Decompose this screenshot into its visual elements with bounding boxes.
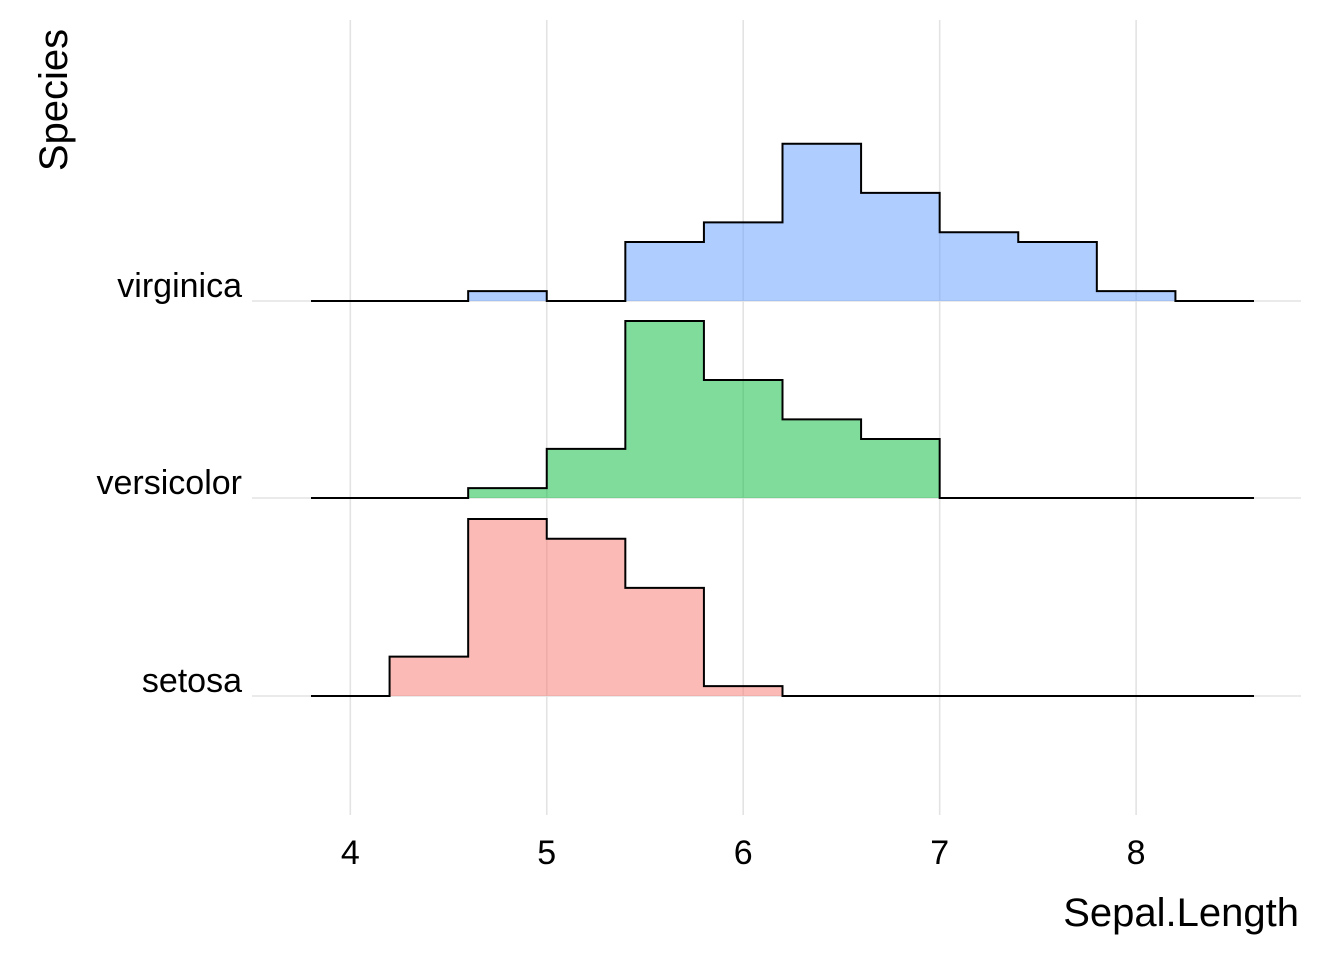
y-axis-tick-labels: setosa versicolor virginica	[97, 267, 243, 700]
ridge-outline-virginica	[311, 142, 1254, 302]
x-tick-label-8: 8	[1127, 834, 1146, 872]
x-tick-label-7: 7	[930, 834, 949, 872]
ridge-outline-versicolor	[311, 320, 1254, 499]
ridge-setosa	[311, 518, 1254, 697]
y-tick-label-virginica: virginica	[117, 267, 242, 305]
ridge-fill-setosa	[311, 519, 1254, 696]
x-tick-label-4: 4	[341, 834, 360, 872]
x-axis-tick-labels: 4 5 6 7 8	[341, 834, 1146, 872]
ridge-versicolor	[311, 320, 1254, 499]
x-tick-label-5: 5	[537, 834, 556, 872]
y-axis-title: Species	[32, 29, 76, 171]
x-tick-label-6: 6	[734, 834, 753, 872]
y-tick-label-versicolor: versicolor	[97, 464, 242, 502]
ridges	[311, 142, 1254, 697]
x-axis-title: Sepal.Length	[1063, 891, 1299, 935]
y-tick-label-setosa: setosa	[142, 662, 242, 700]
ridge-virginica	[311, 142, 1254, 302]
ridge-outline-setosa	[311, 518, 1254, 697]
